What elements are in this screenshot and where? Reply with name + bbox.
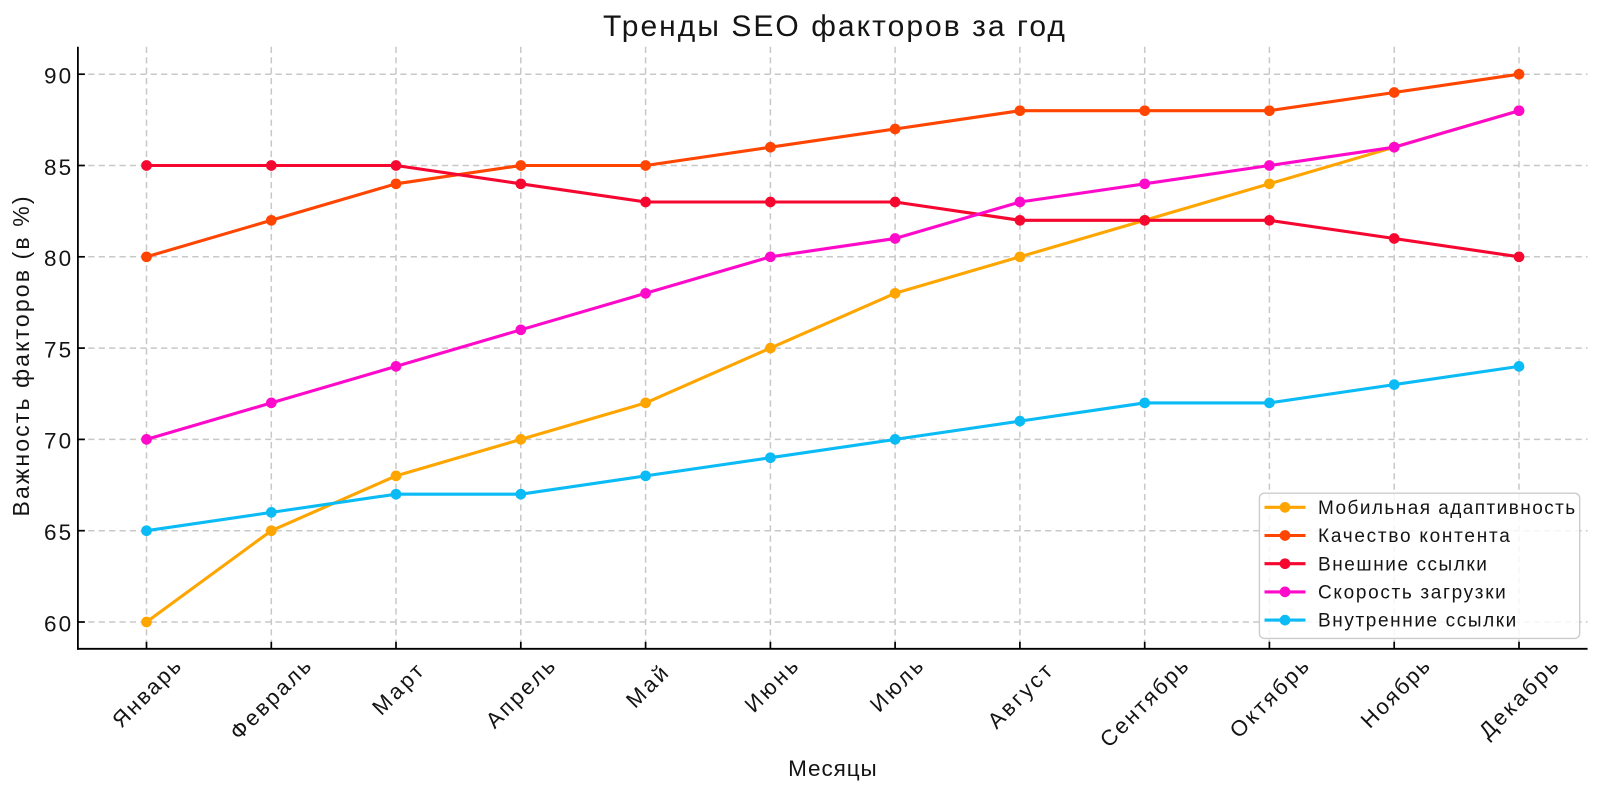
svg-text:Внешние ссылки: Внешние ссылки — [1318, 554, 1487, 575]
svg-text:Месяцы: Месяцы — [788, 756, 877, 781]
svg-text:Внутренние ссылки: Внутренние ссылки — [1318, 611, 1516, 632]
svg-text:Мобильная адаптивность: Мобильная адаптивность — [1318, 498, 1575, 519]
svg-text:Тренды SEO факторов за год: Тренды SEO факторов за год — [603, 10, 1065, 43]
svg-text:Важность факторов (в %): Важность факторов (в %) — [8, 197, 34, 517]
svg-text:Качество контента: Качество контента — [1318, 526, 1510, 547]
